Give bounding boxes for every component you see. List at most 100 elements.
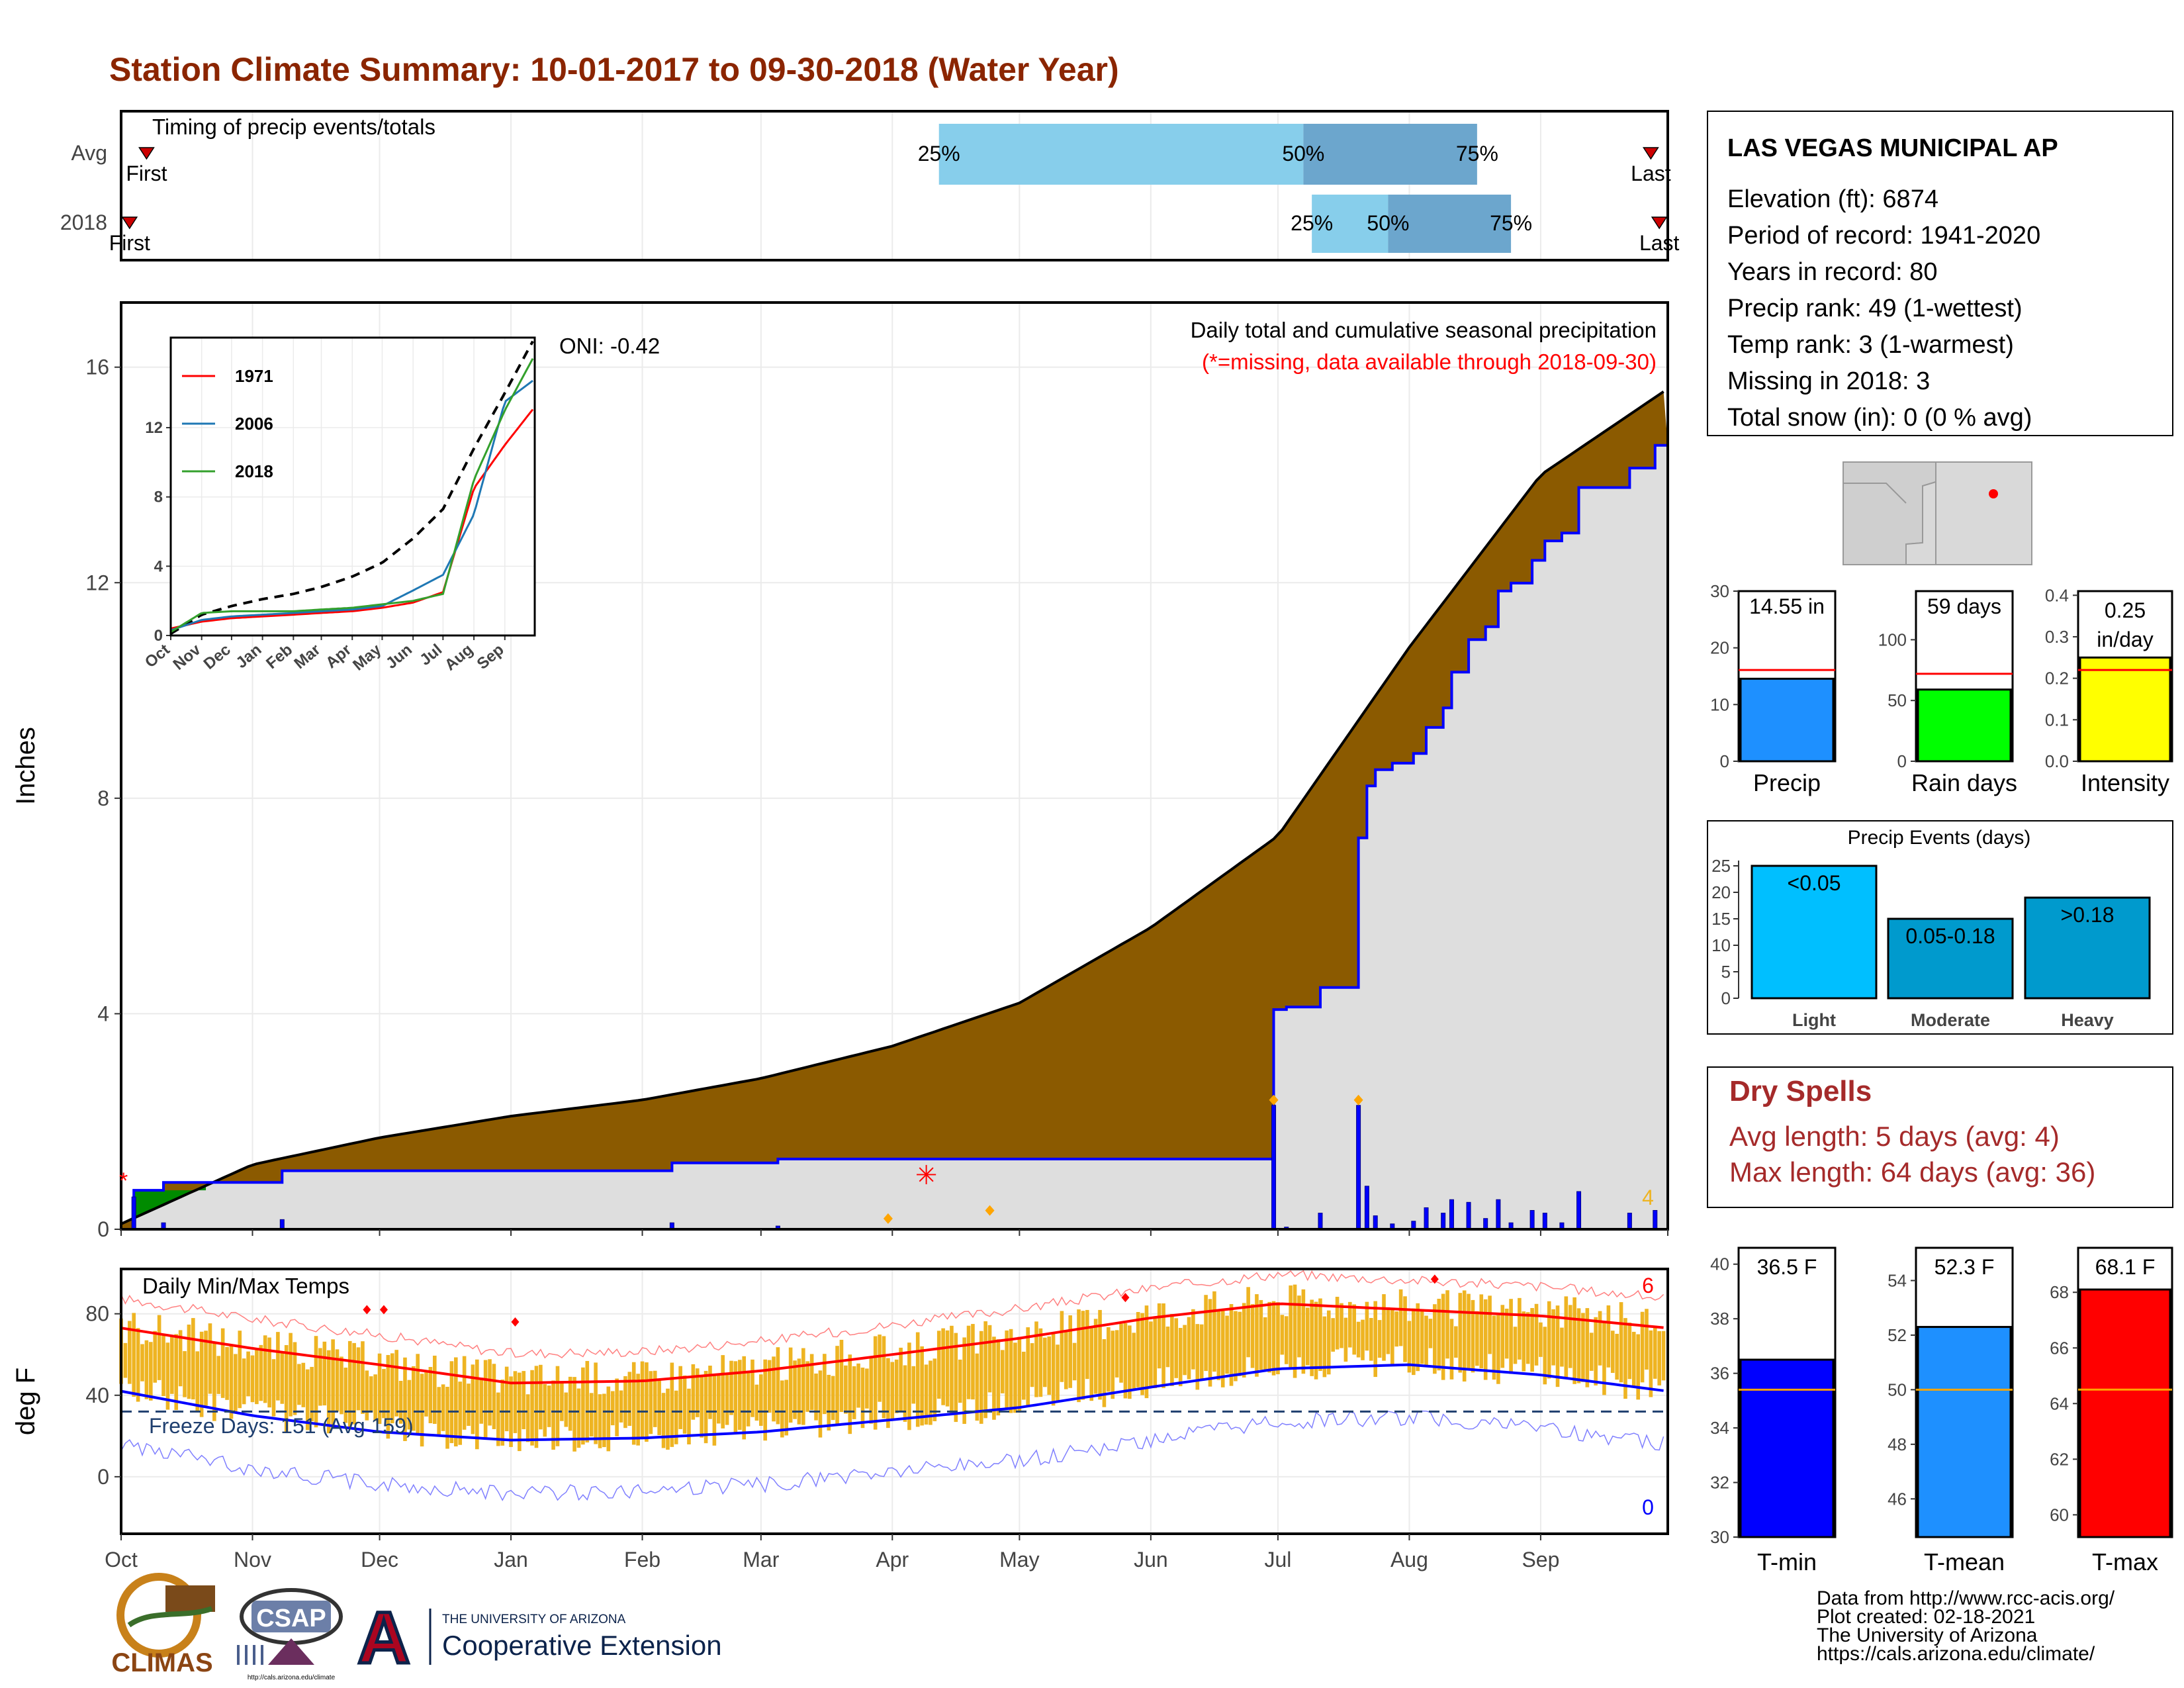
daily-temp-range-bar <box>1513 1327 1518 1364</box>
daily-temp-range-bar <box>1598 1311 1602 1366</box>
daily-temp-range-bar <box>801 1348 805 1425</box>
daily-temp-range-bar <box>322 1341 327 1406</box>
daily-temp-range-bar <box>992 1336 996 1420</box>
daily-temp-range-bar <box>827 1374 831 1431</box>
temp-chart-tick-label: 62 <box>2050 1449 2069 1469</box>
daily-temp-range-bar <box>936 1331 941 1399</box>
mini-chart-bar <box>2079 656 2171 763</box>
daily-temp-range-bar <box>132 1313 136 1397</box>
precip-ytick-label: 16 <box>85 355 109 379</box>
daily-temp-range-bar <box>645 1362 649 1442</box>
daily-temp-range-bar <box>848 1354 852 1434</box>
station-name: LAS VEGAS MUNICIPAL AP <box>1727 134 2058 162</box>
daily-temp-range-bar <box>1610 1331 1615 1374</box>
mini-chart-tick-label: 0.1 <box>2045 710 2069 729</box>
locator-map <box>1843 461 2032 565</box>
daily-temp-range-bar <box>581 1367 585 1445</box>
daily-temp-range-bar <box>369 1376 373 1413</box>
daily-temp-range-bar <box>377 1353 382 1425</box>
daily-temp-range-bar <box>950 1325 954 1413</box>
daily-temp-range-bar <box>165 1342 170 1410</box>
temp-ytick-label: 0 <box>97 1465 109 1489</box>
inset-line-2018 <box>170 357 534 633</box>
daily-temp-range-bar <box>1407 1321 1412 1373</box>
daily-temp-range-bar <box>1119 1323 1123 1383</box>
temp-chart-tick-label: 48 <box>1888 1434 1907 1454</box>
daily-temp-range-bar <box>1204 1295 1208 1372</box>
daily-temp-range-bar <box>1560 1327 1564 1367</box>
inset-line-2006 <box>170 379 533 632</box>
daily-temp-range-bar <box>1500 1305 1505 1368</box>
daily-temp-range-bar <box>178 1330 183 1387</box>
daily-temp-range-bar <box>216 1356 221 1394</box>
daily-temp-range-bar <box>1250 1304 1255 1368</box>
daily-temp-range-bar <box>814 1373 818 1421</box>
mini-chart-tick-label: 100 <box>1878 630 1907 649</box>
temp-chart-tick-label: 66 <box>2050 1338 2069 1358</box>
daily-temp-range-bar <box>674 1390 678 1444</box>
daily-temp-range-bar <box>1398 1289 1403 1346</box>
daily-temp-range-bar <box>1534 1303 1539 1366</box>
daily-temp-range-bar <box>128 1321 132 1384</box>
month-label: Mar <box>743 1548 779 1571</box>
daily-temp-range-bar <box>1377 1320 1382 1358</box>
timing-p25-label: 25% <box>1291 211 1333 235</box>
daily-temp-range-bar <box>971 1324 975 1400</box>
temp-chart-bar <box>1739 1358 1835 1538</box>
daily-temp-range-bar <box>1428 1319 1433 1348</box>
record-high-marker-icon <box>1121 1293 1130 1303</box>
daily-temp-range-bar <box>170 1335 174 1394</box>
daily-temp-range-bar <box>695 1368 700 1417</box>
daily-temp-range-bar <box>551 1380 555 1450</box>
daily-temp-range-bar <box>1623 1318 1627 1399</box>
temp-chart-bar <box>2079 1288 2171 1538</box>
temp-chart-tick-label: 64 <box>2050 1393 2069 1413</box>
daily-temp-range-bar <box>280 1352 285 1404</box>
daily-temp-range-bar <box>543 1384 547 1437</box>
daily-temp-range-bar <box>1111 1331 1115 1399</box>
daily-temp-range-bar <box>983 1321 987 1419</box>
csap-logo: CSAP http://cals.arizona.edu/climate <box>237 1588 343 1681</box>
daily-temp-range-bar <box>1170 1313 1174 1386</box>
daily-temp-range-bar <box>255 1348 259 1405</box>
daily-temp-range-bar <box>788 1347 793 1423</box>
daily-temp-range-bar <box>920 1346 924 1426</box>
events-tick-label: 10 <box>1711 935 1731 955</box>
daily-precip-bar <box>1441 1213 1446 1230</box>
daily-temp-range-bar <box>471 1364 475 1434</box>
daily-temp-range-bar <box>831 1376 835 1421</box>
daily-temp-range-bar <box>340 1356 343 1415</box>
inset-ytick-label: 8 <box>154 489 163 506</box>
daily-temp-range-bar <box>123 1342 128 1378</box>
daily-temp-range-bar <box>1504 1308 1509 1359</box>
daily-temp-range-bar <box>433 1355 437 1425</box>
footer-plot-created: Plot created: 02-18-2021 <box>1817 1606 2035 1628</box>
mini-chart-tick-label: 0.3 <box>2045 627 2069 647</box>
daily-temp-range-bar <box>187 1325 191 1399</box>
daily-temp-range-bar <box>606 1386 611 1452</box>
timing-q2-bar <box>1303 124 1477 185</box>
daily-temp-range-bar <box>1649 1330 1653 1397</box>
daily-temp-range-bar <box>1449 1319 1454 1380</box>
inset-line-avg <box>169 340 534 635</box>
daily-temp-range-bar <box>1072 1342 1077 1381</box>
first-event-marker-icon <box>138 147 155 160</box>
daily-temp-range-bar <box>721 1355 725 1429</box>
daily-temp-range-bar <box>653 1370 657 1427</box>
daily-temp-range-bar <box>1289 1285 1293 1369</box>
daily-temp-range-bar <box>1462 1290 1467 1382</box>
events-bar-value: >0.18 <box>2061 903 2115 927</box>
daily-precip-bar <box>1576 1191 1582 1230</box>
daily-temp-range-bar <box>915 1332 920 1427</box>
daily-temp-range-bar <box>1123 1323 1128 1399</box>
daily-temp-range-bar <box>390 1353 394 1424</box>
daily-temp-range-bar <box>547 1385 551 1427</box>
daily-temp-range-bar <box>1627 1323 1632 1380</box>
footer-university: The University of Arizona <box>1817 1624 2038 1646</box>
daily-temp-range-bar <box>492 1364 496 1429</box>
daily-temp-range-bar <box>776 1347 780 1425</box>
station-missing: Missing in 2018: 3 <box>1727 367 1930 395</box>
daily-temp-range-bar <box>1479 1294 1484 1369</box>
daily-temp-range-bar <box>1229 1303 1234 1386</box>
daily-temp-range-bar <box>1488 1295 1492 1354</box>
